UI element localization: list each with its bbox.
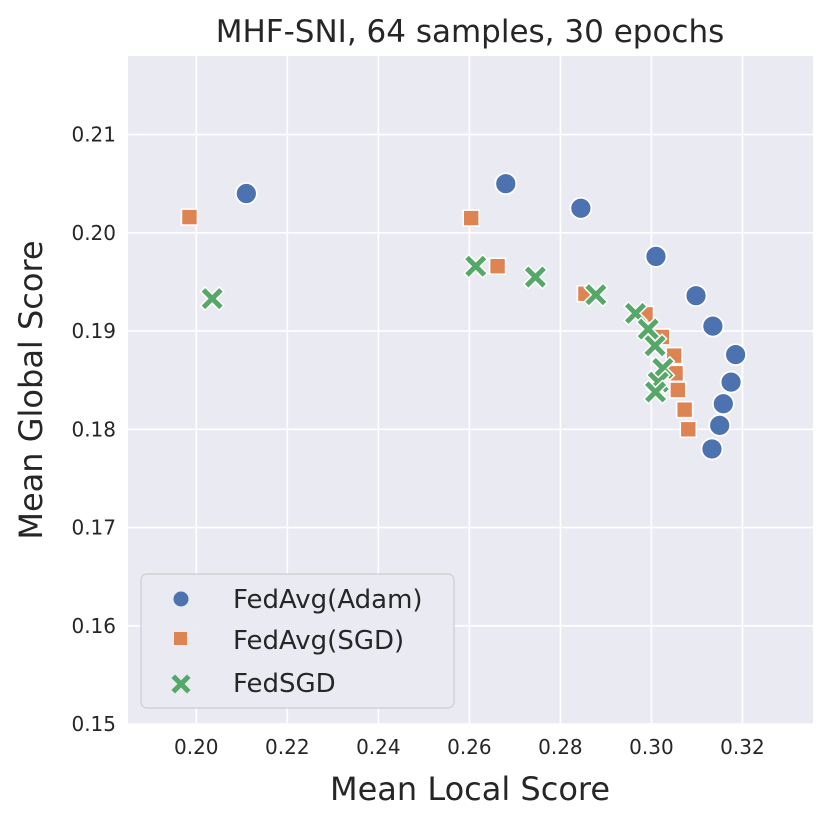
legend-label-fedavg-adam: FedAvg(Adam) bbox=[233, 585, 423, 615]
point-fedsgd bbox=[642, 379, 669, 405]
series-0 bbox=[234, 172, 748, 461]
point-fedsgd bbox=[635, 316, 661, 342]
point-fedavg-adam bbox=[701, 314, 725, 338]
point-fedavg-sgd bbox=[462, 209, 480, 227]
y-tick-label: 0.19 bbox=[71, 319, 116, 343]
point-fedsgd bbox=[642, 333, 668, 359]
y-axis-title: Mean Global Score bbox=[12, 240, 50, 539]
legend-label-fedavg-sgd: FedAvg(SGD) bbox=[233, 626, 404, 656]
legend-marker-fedavg-sgd bbox=[174, 632, 187, 645]
y-tick-label: 0.18 bbox=[71, 417, 116, 441]
x-tick-label: 0.32 bbox=[720, 735, 765, 759]
x-tick-label: 0.24 bbox=[356, 735, 401, 759]
point-fedavg-adam bbox=[569, 196, 593, 220]
point-fedavg-sgd bbox=[675, 400, 694, 419]
y-tick-label: 0.21 bbox=[71, 123, 116, 147]
point-fedavg-adam bbox=[494, 172, 518, 196]
legend-marker-fedsgd bbox=[171, 674, 191, 694]
legend-box bbox=[140, 573, 455, 709]
point-fedsgd bbox=[522, 264, 549, 290]
y-tick-label: 0.20 bbox=[71, 221, 116, 245]
x-tick-label: 0.20 bbox=[174, 735, 219, 759]
point-fedavg-adam bbox=[719, 370, 743, 394]
point-fedavg-adam bbox=[708, 413, 732, 437]
y-tick-label: 0.16 bbox=[71, 614, 116, 638]
point-fedavg-adam bbox=[644, 244, 668, 268]
legend-label-fedsgd: FedSGD bbox=[233, 669, 336, 699]
y-tick-label: 0.15 bbox=[71, 712, 116, 736]
data-points bbox=[180, 172, 748, 461]
point-fedsgd bbox=[583, 282, 609, 308]
y-tick-labels: 0.15 0.16 0.17 0.18 0.19 0.20 0.21 bbox=[71, 123, 116, 736]
point-fedavg-sgd bbox=[679, 420, 698, 439]
x-tick-label: 0.22 bbox=[265, 735, 310, 759]
point-fedsgd bbox=[622, 300, 649, 327]
point-fedavg-adam bbox=[684, 284, 708, 308]
x-tick-label: 0.28 bbox=[538, 735, 583, 759]
legend: FedAvg(Adam) FedAvg(SGD) FedSGD bbox=[140, 573, 455, 709]
point-fedavg-sgd bbox=[180, 208, 199, 226]
point-fedavg-adam bbox=[724, 343, 748, 367]
point-fedavg-sgd bbox=[669, 381, 687, 399]
point-fedavg-adam bbox=[711, 392, 735, 416]
y-tick-label: 0.17 bbox=[71, 516, 116, 540]
point-fedavg-sgd bbox=[488, 257, 507, 276]
point-fedavg-adam bbox=[234, 182, 258, 205]
point-fedsgd bbox=[199, 285, 225, 312]
x-tick-label: 0.30 bbox=[629, 735, 674, 759]
x-tick-labels: 0.20 0.22 0.24 0.26 0.28 0.30 0.32 bbox=[174, 735, 765, 759]
x-axis-title: Mean Local Score bbox=[330, 770, 610, 808]
chart-title: MHF-SNI, 64 samples, 30 epochs bbox=[216, 14, 725, 50]
point-fedavg-adam bbox=[700, 437, 724, 461]
series-2 bbox=[199, 253, 676, 405]
x-tick-label: 0.26 bbox=[447, 735, 492, 759]
point-fedsgd bbox=[463, 253, 489, 279]
legend-marker-fedavg-adam bbox=[173, 591, 189, 607]
